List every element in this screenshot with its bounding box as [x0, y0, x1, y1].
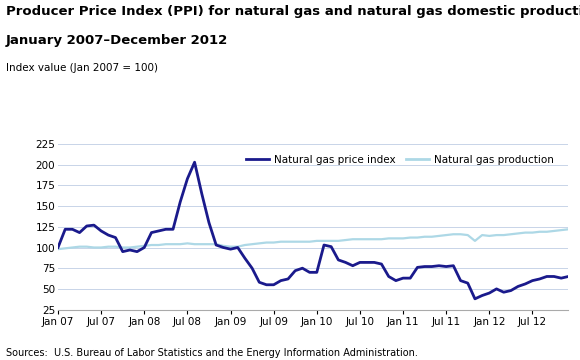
Text: Sources:  U.S. Bureau of Labor Statistics and the Energy Information Administrat: Sources: U.S. Bureau of Labor Statistics…: [6, 348, 418, 358]
Text: Producer Price Index (PPI) for natural gas and natural gas domestic production,: Producer Price Index (PPI) for natural g…: [6, 5, 580, 18]
Legend: Natural gas price index, Natural gas production: Natural gas price index, Natural gas pro…: [242, 151, 558, 169]
Text: January 2007–December 2012: January 2007–December 2012: [6, 34, 228, 47]
Text: Index value (Jan 2007 = 100): Index value (Jan 2007 = 100): [6, 63, 158, 73]
